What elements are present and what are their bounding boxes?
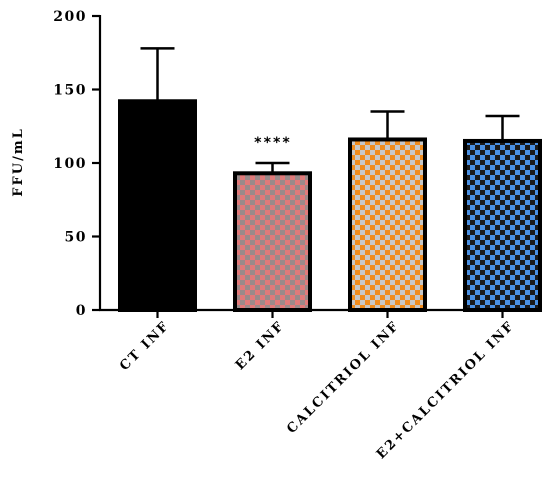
bar — [233, 171, 312, 312]
bars-group — [118, 47, 542, 313]
y-tick-label: 150 — [53, 83, 87, 99]
axes-group: 0 50 100 150 200 — [53, 9, 540, 319]
error-bar — [485, 114, 520, 141]
error-bar — [370, 110, 405, 140]
y-axis-label: FFU/mL — [11, 127, 26, 196]
category-label: CALCITRIOL INF — [284, 318, 403, 437]
bar — [118, 99, 197, 313]
significance-annotation: **** — [254, 135, 292, 151]
y-tick-label: 100 — [53, 156, 87, 172]
category-label: E2+CALCITRIOL INF — [374, 318, 518, 462]
category-label: E2 INF — [233, 318, 288, 373]
y-tick-label: 0 — [76, 303, 87, 319]
category-label: CT INF — [117, 318, 173, 374]
y-tick-label: 50 — [65, 230, 87, 246]
bar — [463, 138, 542, 312]
error-bar — [140, 47, 175, 102]
y-tick-label: 200 — [53, 9, 87, 25]
bar — [348, 137, 427, 312]
